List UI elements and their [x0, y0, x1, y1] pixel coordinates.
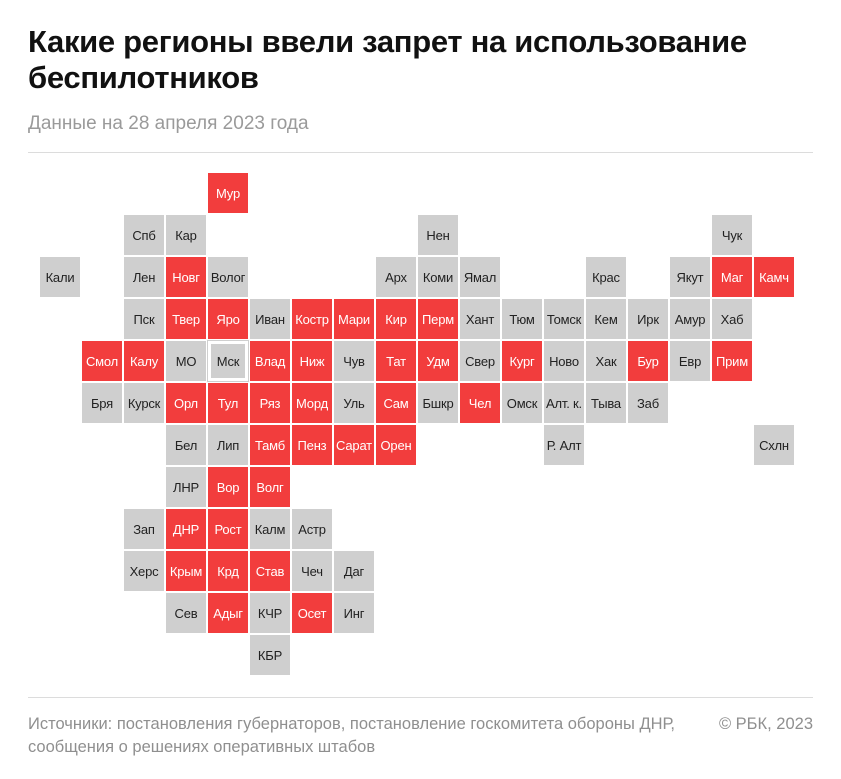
region-tile: Морд	[292, 383, 332, 423]
region-tile: Херс	[124, 551, 164, 591]
region-tile: Чув	[334, 341, 374, 381]
region-tile: Амур	[670, 299, 710, 339]
region-tile: Даг	[334, 551, 374, 591]
region-tile: Хаб	[712, 299, 752, 339]
region-tile: Лип	[208, 425, 248, 465]
region-tile: Нен	[418, 215, 458, 255]
region-tile: Ямал	[460, 257, 500, 297]
region-tile: Крас	[586, 257, 626, 297]
region-tile: Курск	[124, 383, 164, 423]
region-tile: Сарат	[334, 425, 374, 465]
region-tile: Смол	[82, 341, 122, 381]
region-tile: Чук	[712, 215, 752, 255]
region-tile: Пск	[124, 299, 164, 339]
region-tile: Осет	[292, 593, 332, 633]
region-tile: Арх	[376, 257, 416, 297]
region-tile: Тул	[208, 383, 248, 423]
region-tile: Инг	[334, 593, 374, 633]
region-tile: Зап	[124, 509, 164, 549]
region-tile: Камч	[754, 257, 794, 297]
region-tile: Тамб	[250, 425, 290, 465]
region-tile: Ирк	[628, 299, 668, 339]
region-tile: Мск	[207, 340, 249, 382]
top-divider	[28, 152, 813, 153]
region-tile: Прим	[712, 341, 752, 381]
region-tile: Калм	[250, 509, 290, 549]
region-tile: Евр	[670, 341, 710, 381]
region-tile: Чел	[460, 383, 500, 423]
region-tile: МО	[166, 341, 206, 381]
region-tile: Омск	[502, 383, 542, 423]
region-tile: Калу	[124, 341, 164, 381]
region-tile: Тат	[376, 341, 416, 381]
copyright: © РБК, 2023	[718, 715, 813, 733]
region-tile: Яро	[208, 299, 248, 339]
region-tile: Лен	[124, 257, 164, 297]
region-tile: Удм	[418, 341, 458, 381]
region-tile: Пенз	[292, 425, 332, 465]
region-tile: Кем	[586, 299, 626, 339]
region-tile: Мур	[208, 173, 248, 213]
region-tile: Вор	[208, 467, 248, 507]
region-tile: Спб	[124, 215, 164, 255]
region-tile: Костр	[292, 299, 332, 339]
region-tile: Волг	[250, 467, 290, 507]
region-tile: Сам	[376, 383, 416, 423]
region-tile: Волог	[208, 257, 248, 297]
region-tile: КЧР	[250, 593, 290, 633]
region-tile: Свер	[460, 341, 500, 381]
region-tile: Схлн	[754, 425, 794, 465]
region-tile: Алт. к.	[544, 383, 584, 423]
region-tile: Мари	[334, 299, 374, 339]
region-tile: Уль	[334, 383, 374, 423]
region-tile: ЛНР	[166, 467, 206, 507]
subtitle: Данные на 28 апреля 2023 года	[28, 113, 309, 134]
region-tile: Якут	[670, 257, 710, 297]
region-tile: Крым	[166, 551, 206, 591]
region-tile: Р. Алт	[544, 425, 584, 465]
region-tile: Бшкр	[418, 383, 458, 423]
region-tile: Тыва	[586, 383, 626, 423]
region-tile: КБР	[250, 635, 290, 675]
region-tile: Адыг	[208, 593, 248, 633]
region-tile: Заб	[628, 383, 668, 423]
region-tile: ДНР	[166, 509, 206, 549]
region-tile: Тюм	[502, 299, 542, 339]
region-tile: Орл	[166, 383, 206, 423]
region-tile: Кир	[376, 299, 416, 339]
region-tile: Влад	[250, 341, 290, 381]
region-tile: Ряз	[250, 383, 290, 423]
region-tile: Кар	[166, 215, 206, 255]
bottom-divider	[28, 697, 813, 698]
region-tile: Чеч	[292, 551, 332, 591]
sources-note: Источники: постановления губернаторов, п…	[28, 715, 676, 756]
region-tile: Хак	[586, 341, 626, 381]
region-tile: Ново	[544, 341, 584, 381]
region-tile: Став	[250, 551, 290, 591]
region-tile: Орен	[376, 425, 416, 465]
region-tile: Твер	[166, 299, 206, 339]
region-tile: Новг	[166, 257, 206, 297]
tile-map: Мур Спб Кар Нен Чук Кали Лен Новг Волог Арх Коми Ям…	[40, 173, 840, 693]
region-tile: Томск	[544, 299, 584, 339]
region-tile: Кали	[40, 257, 80, 297]
region-tile: Бел	[166, 425, 206, 465]
region-tile: Маг	[712, 257, 752, 297]
page-title: Какие регионы ввели запрет на использова…	[28, 24, 747, 95]
region-tile: Ниж	[292, 341, 332, 381]
region-tile: Бур	[628, 341, 668, 381]
region-tile: Рост	[208, 509, 248, 549]
region-tile: Иван	[250, 299, 290, 339]
region-tile: Коми	[418, 257, 458, 297]
region-tile: Кург	[502, 341, 542, 381]
region-tile: Хант	[460, 299, 500, 339]
region-tile: Крд	[208, 551, 248, 591]
region-tile: Сев	[166, 593, 206, 633]
region-tile: Астр	[292, 509, 332, 549]
region-tile: Бря	[82, 383, 122, 423]
region-tile: Перм	[418, 299, 458, 339]
